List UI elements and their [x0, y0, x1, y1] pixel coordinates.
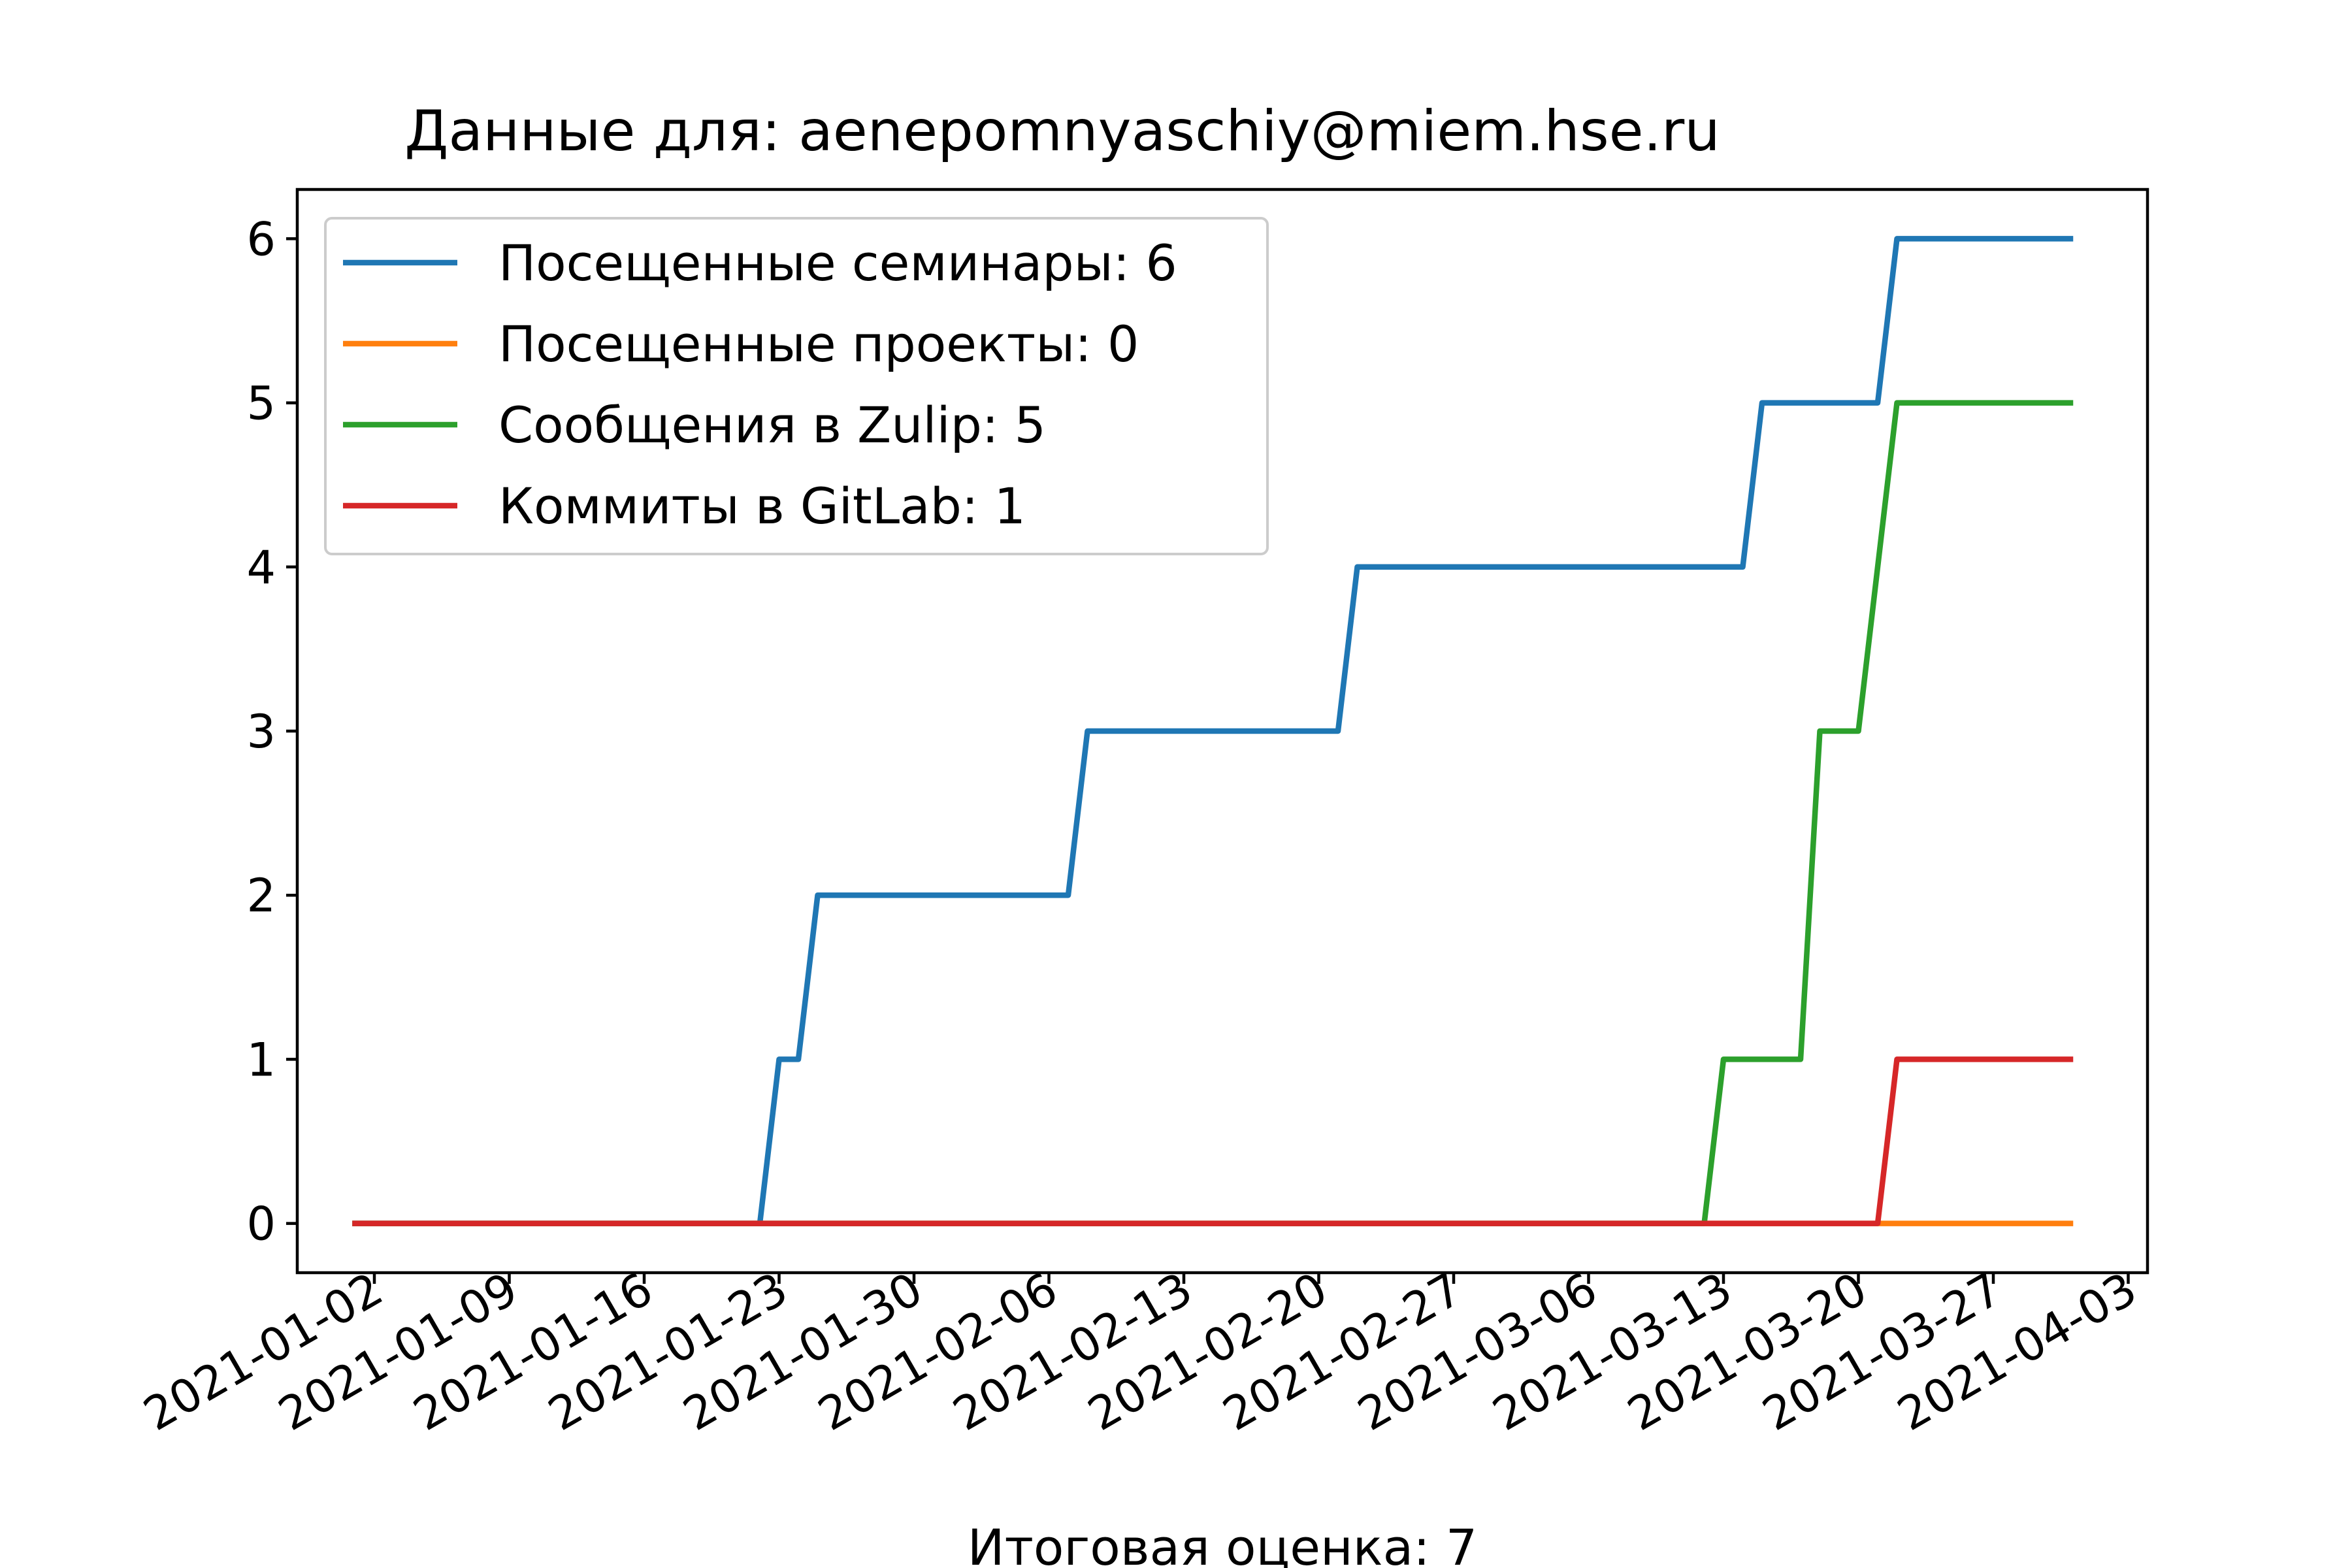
y-tick-label: 2	[246, 869, 276, 923]
y-tick-label: 5	[246, 377, 276, 431]
legend-box	[324, 217, 1269, 555]
x-axis-label: Итоговая оценка: 7	[968, 1518, 1478, 1568]
series-line-1	[352, 236, 2074, 1226]
series-line-3	[352, 400, 2074, 1226]
series-line-4	[352, 1056, 2074, 1226]
y-tick-label: 6	[246, 212, 276, 266]
legend-label: Посещенные проекты: 0	[498, 315, 1139, 373]
y-axis: 0 1 2 3 4 5 6	[246, 212, 297, 1251]
y-tick-label: 0	[246, 1198, 276, 1251]
chart-title: Данные для: aenepomnyaschiy@miem.hse.ru	[404, 99, 1720, 164]
legend-label: Сообщения в Zulip: 5	[498, 396, 1046, 454]
y-tick-label: 4	[246, 541, 276, 595]
legend-label: Коммиты в GitLab: 1	[498, 477, 1026, 535]
y-tick-label: 3	[246, 705, 276, 759]
series-layer	[352, 236, 2074, 1226]
legend: Посещенные семинары: 6 Посещенные проекты…	[324, 217, 1269, 555]
y-tick-label: 1	[246, 1033, 276, 1086]
legend-label: Посещенные семинары: 6	[498, 234, 1177, 292]
